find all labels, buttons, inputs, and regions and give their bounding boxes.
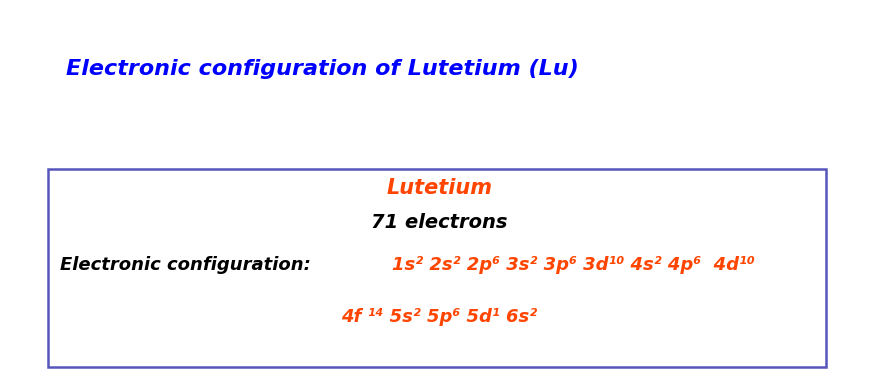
Text: Lutetium: Lutetium (386, 178, 492, 198)
Text: 4f ¹⁴ 5s² 5p⁶ 5d¹ 6s²: 4f ¹⁴ 5s² 5p⁶ 5d¹ 6s² (341, 308, 537, 326)
Text: 1s² 2s² 2p⁶ 3s² 3p⁶ 3d¹⁰ 4s² 4p⁶  4d¹⁰: 1s² 2s² 2p⁶ 3s² 3p⁶ 3d¹⁰ 4s² 4p⁶ 4d¹⁰ (391, 256, 753, 274)
Text: 71 electrons: 71 electrons (371, 213, 507, 232)
Text: Electronic configuration:: Electronic configuration: (60, 256, 317, 274)
Text: Electronic configuration of Lutetium (Lu): Electronic configuration of Lutetium (Lu… (66, 59, 578, 79)
FancyBboxPatch shape (48, 169, 825, 367)
